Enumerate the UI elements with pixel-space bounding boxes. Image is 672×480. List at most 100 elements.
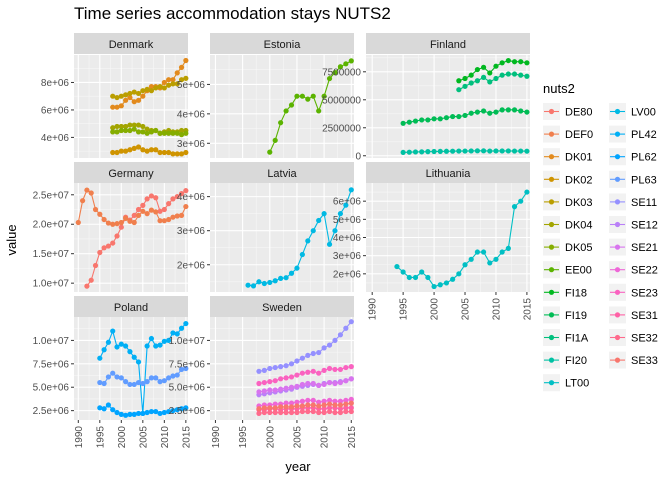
data-point bbox=[114, 129, 120, 135]
panel-strip bbox=[74, 296, 188, 317]
data-point bbox=[518, 72, 524, 78]
data-point bbox=[283, 404, 289, 410]
data-point bbox=[288, 374, 295, 380]
data-point bbox=[272, 364, 278, 371]
data-point bbox=[348, 400, 354, 406]
legend-label: LV00 bbox=[631, 107, 656, 119]
data-point bbox=[326, 379, 333, 386]
data-point bbox=[294, 372, 300, 378]
legend-key-point bbox=[614, 176, 621, 182]
panel-strip bbox=[210, 33, 354, 54]
data-point bbox=[332, 228, 338, 234]
data-point bbox=[250, 283, 257, 289]
data-point bbox=[178, 191, 185, 197]
series-de80 bbox=[84, 188, 189, 289]
data-point bbox=[326, 401, 333, 407]
data-point bbox=[170, 196, 176, 202]
series-fi20 bbox=[400, 148, 530, 156]
data-point bbox=[468, 80, 474, 86]
data-point bbox=[144, 130, 150, 136]
data-point bbox=[131, 354, 137, 360]
data-point bbox=[123, 412, 129, 418]
data-point bbox=[144, 86, 150, 92]
data-point bbox=[443, 115, 450, 121]
data-point bbox=[157, 379, 163, 385]
data-point bbox=[474, 148, 480, 154]
data-point bbox=[157, 218, 163, 224]
data-point bbox=[294, 383, 300, 389]
data-point bbox=[326, 397, 333, 403]
data-point bbox=[316, 349, 322, 356]
data-point bbox=[278, 404, 284, 410]
y-tick-label: 2e+06 bbox=[333, 269, 362, 280]
data-point bbox=[299, 251, 305, 258]
legend-item-se12: SE12 bbox=[609, 216, 658, 233]
series-fi19 bbox=[400, 107, 530, 126]
data-point bbox=[272, 387, 278, 393]
data-point bbox=[316, 399, 322, 405]
data-point bbox=[157, 130, 163, 136]
legend-key-point bbox=[548, 108, 555, 115]
legend-key-point bbox=[548, 357, 555, 363]
data-point bbox=[144, 196, 150, 202]
data-point bbox=[267, 387, 273, 393]
data-point bbox=[326, 405, 333, 411]
series-ee00 bbox=[267, 58, 354, 155]
series-se11 bbox=[256, 319, 354, 374]
data-point bbox=[157, 149, 163, 156]
data-point bbox=[135, 122, 142, 128]
legend-item-dk04: DK04 bbox=[543, 216, 593, 233]
data-point bbox=[166, 375, 172, 381]
panel-strip bbox=[74, 162, 188, 183]
legend-key-point bbox=[548, 176, 555, 182]
y-tick-label: 3e+06 bbox=[333, 251, 362, 262]
data-point bbox=[283, 409, 289, 416]
data-point bbox=[166, 216, 172, 223]
legend-item-se32: SE32 bbox=[609, 329, 658, 346]
data-point bbox=[348, 58, 354, 64]
data-point bbox=[487, 148, 493, 154]
data-point bbox=[144, 343, 150, 349]
data-point bbox=[178, 64, 185, 70]
legend-item-se33: SE33 bbox=[609, 351, 658, 369]
data-point bbox=[161, 218, 167, 224]
data-point bbox=[299, 398, 305, 404]
data-point bbox=[462, 112, 468, 119]
data-point bbox=[468, 110, 474, 116]
legend-item-ee00: EE00 bbox=[543, 261, 592, 279]
data-point bbox=[524, 148, 530, 154]
data-point bbox=[412, 118, 419, 124]
data-point bbox=[310, 368, 316, 374]
y-tick-label: 1.0e+07 bbox=[33, 336, 70, 347]
series-lt00 bbox=[394, 189, 530, 290]
data-point bbox=[316, 382, 322, 388]
data-point bbox=[272, 405, 278, 411]
panel-strip-label: Germany bbox=[108, 168, 154, 180]
data-point bbox=[153, 85, 159, 91]
data-point bbox=[101, 406, 107, 412]
data-point bbox=[114, 123, 120, 130]
data-point bbox=[174, 70, 180, 76]
data-point bbox=[337, 409, 344, 416]
legend-key-point bbox=[548, 221, 555, 228]
data-point bbox=[110, 221, 116, 227]
data-point bbox=[170, 81, 176, 87]
data-point bbox=[153, 375, 159, 381]
panels-layer: Denmark 4e+06 6e+06 8e+06 Estonia 3e+06 4e+06 5… bbox=[33, 33, 533, 448]
y-tick-label: 6e+06 bbox=[41, 105, 70, 116]
data-point bbox=[425, 274, 431, 281]
data-point bbox=[267, 409, 273, 416]
data-point bbox=[487, 110, 493, 116]
data-point bbox=[294, 358, 300, 364]
data-point bbox=[166, 408, 172, 415]
data-point bbox=[437, 116, 443, 122]
legend-key-point bbox=[614, 267, 621, 273]
data-point bbox=[316, 217, 322, 224]
data-point bbox=[299, 355, 305, 361]
data-point bbox=[144, 148, 150, 154]
data-point bbox=[493, 75, 499, 82]
legend-label: PL42 bbox=[631, 129, 657, 141]
data-point bbox=[305, 402, 311, 408]
data-point bbox=[283, 275, 289, 281]
data-point bbox=[166, 130, 172, 136]
